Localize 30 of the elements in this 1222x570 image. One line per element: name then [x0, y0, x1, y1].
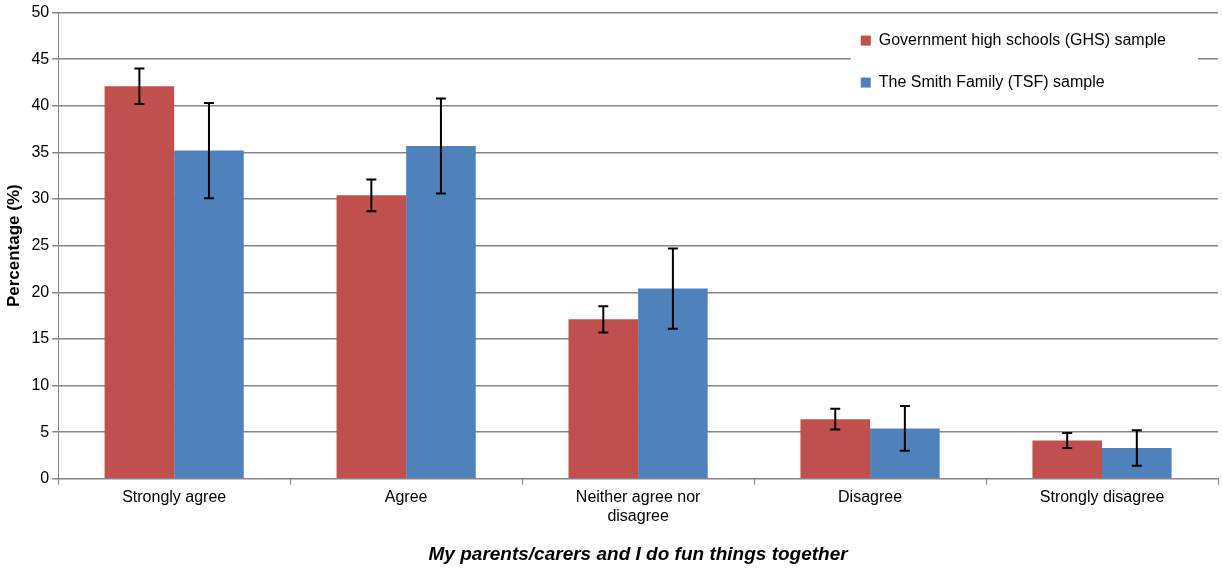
- y-tick-label: 15: [31, 329, 50, 347]
- legend-label: Government high schools (GHS) sample: [878, 31, 1167, 49]
- y-tick-label: 30: [31, 189, 50, 207]
- y-tick-label: 45: [31, 49, 50, 67]
- y-tick-label: 40: [31, 96, 50, 114]
- x-tick-label: Disagree: [838, 487, 903, 505]
- bar: [1102, 448, 1172, 479]
- y-tick-label: 25: [31, 236, 50, 254]
- bar: [104, 86, 175, 479]
- bar: [638, 288, 708, 479]
- bar: [336, 195, 407, 479]
- legend-label: The Smith Family (TSF) sample: [878, 73, 1105, 91]
- y-tick-label: 20: [31, 282, 50, 300]
- bar: [800, 419, 871, 479]
- bar: [568, 319, 639, 479]
- bar: [174, 150, 244, 479]
- x-tick-label: Neither agree nor disagree: [575, 487, 702, 525]
- y-axis-title: Percentage (%): [3, 184, 23, 308]
- y-tick-label: 0: [40, 469, 50, 487]
- y-tick-label: 10: [31, 375, 50, 393]
- x-tick-label: Agree: [384, 487, 428, 505]
- x-tick-label: Strongly disagree: [1039, 487, 1165, 505]
- y-tick-label: 5: [40, 422, 50, 440]
- y-tick-label: 35: [31, 142, 50, 160]
- y-tick-label: 50: [31, 3, 50, 21]
- bar: [870, 428, 940, 479]
- bar: [1032, 440, 1103, 479]
- x-axis-title: My parents/carers and I do fun things together: [428, 542, 850, 564]
- bar: [406, 145, 476, 479]
- x-tick-label: Strongly agree: [122, 487, 227, 505]
